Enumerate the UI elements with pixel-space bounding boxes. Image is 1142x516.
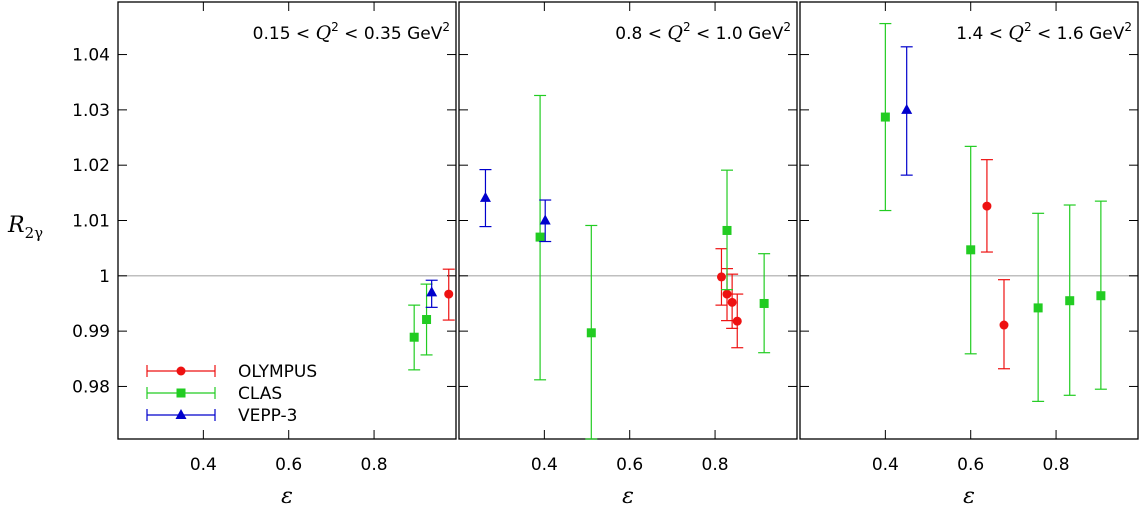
y-axis-title: R2γ xyxy=(7,213,43,242)
series-vepp-3 xyxy=(479,169,552,243)
series-olympus xyxy=(715,248,744,349)
x-tick-label: 0.4 xyxy=(531,455,558,475)
panel-label: 1.4 < Q2 < 1.6 GeV2 xyxy=(956,20,1132,44)
panels: 0.98 0.99 1 1.01 1.02 1.03 1.04 0.4 0.6 0.8 ε 0.15 … xyxy=(72,1,1139,509)
panel-label-label-var: Q xyxy=(316,22,332,44)
series-clas xyxy=(879,22,1107,402)
x-tick-label: 0.6 xyxy=(275,455,302,475)
y-tick-label: 1.04 xyxy=(72,46,110,66)
panel-label-label-mid: < 0.35 GeV xyxy=(339,24,443,44)
series-clas xyxy=(408,283,433,371)
panel-label-label-prefix: 1.4 < xyxy=(956,24,1008,44)
data-point xyxy=(732,316,742,326)
data-point xyxy=(966,245,976,255)
data-point xyxy=(426,286,438,297)
data-point xyxy=(759,298,769,308)
data-point xyxy=(1065,296,1075,306)
x-tick-label: 0.8 xyxy=(1043,455,1070,475)
panel-label-label-var: Q xyxy=(1008,22,1024,44)
panel-2: 0.4 0.6 0.8ε0.8 < Q2 < 1.0 GeV2 xyxy=(458,1,798,509)
y-tick-label: 1.01 xyxy=(72,212,110,232)
legend-label: VEPP-3 xyxy=(238,406,297,426)
data-point xyxy=(539,214,551,225)
series-olympus xyxy=(442,268,455,321)
legend-entry-vepp-3: VEPP-3 xyxy=(146,406,297,426)
panel-3: 0.4 0.6 0.8ε1.4 < Q2 < 1.6 GeV2 xyxy=(799,1,1139,509)
legend-marker xyxy=(176,366,186,376)
panel-label-label-sup: 2 xyxy=(683,20,691,34)
x-axis-title: ε xyxy=(281,484,293,509)
data-point xyxy=(722,289,732,299)
data-point xyxy=(479,191,491,202)
data-point xyxy=(422,315,432,325)
x-tick-label: 0.6 xyxy=(957,455,984,475)
panel-label-label-var: Q xyxy=(667,22,683,44)
y-tick-label: 0.99 xyxy=(72,322,110,342)
y-axis-title-main: R xyxy=(7,213,25,238)
panel-label-label-mid: < 1.6 GeV xyxy=(1032,24,1125,44)
data-point xyxy=(901,103,913,114)
y-axis-title-sub: 2γ xyxy=(25,224,44,242)
x-axis-title: ε xyxy=(963,484,975,509)
panel-frame xyxy=(458,1,798,440)
x-tick-label: 0.8 xyxy=(361,455,388,475)
legend-marker xyxy=(175,409,187,419)
series-vepp-3 xyxy=(425,279,438,308)
panel-label-label-sup: 2 xyxy=(331,20,339,34)
legend-marker xyxy=(176,388,186,398)
data-point xyxy=(535,232,545,242)
y-tick-label: 1.03 xyxy=(72,101,110,121)
data-point xyxy=(880,112,890,122)
panel-label-label-prefix: 0.15 < xyxy=(253,24,316,44)
data-point xyxy=(409,332,419,342)
x-axis-title: ε xyxy=(622,484,634,509)
panel-label-label-mid: < 1.0 GeV xyxy=(691,24,784,44)
series-clas xyxy=(534,94,771,440)
data-point xyxy=(444,289,454,299)
data-point xyxy=(1096,291,1106,301)
data-point xyxy=(999,320,1009,330)
series-olympus xyxy=(980,159,1010,370)
panel-label-label-prefix: 0.8 < xyxy=(615,24,667,44)
x-tick-label: 0.4 xyxy=(190,455,217,475)
legend-entry-olympus: OLYMPUS xyxy=(146,362,317,382)
data-point xyxy=(586,328,596,338)
y-tick-label: 1.02 xyxy=(72,156,110,176)
panel-label-label-sup2: 2 xyxy=(783,20,791,34)
panel-label-label-sup2: 2 xyxy=(1124,20,1132,34)
legend-entry-clas: CLAS xyxy=(146,384,282,404)
panel-label: 0.8 < Q2 < 1.0 GeV2 xyxy=(615,20,791,44)
x-tick-label: 0.6 xyxy=(616,455,643,475)
series-vepp-3 xyxy=(900,46,913,176)
data-point xyxy=(1033,303,1043,313)
panel-frame xyxy=(799,1,1139,440)
panel-label: 0.15 < Q2 < 0.35 GeV2 xyxy=(253,20,450,44)
data-point xyxy=(727,297,737,307)
data-point xyxy=(722,225,732,235)
y-tick-label: 0.98 xyxy=(72,377,110,397)
data-point xyxy=(982,201,992,211)
panel-label-label-sup2: 2 xyxy=(442,20,450,34)
legend-label: CLAS xyxy=(238,384,282,404)
x-tick-label: 0.8 xyxy=(702,455,729,475)
panel-label-label-sup: 2 xyxy=(1024,20,1032,34)
panel-1: 0.98 0.99 1 1.01 1.02 1.03 1.04 0.4 0.6 0.8 ε 0.15 … xyxy=(72,1,457,509)
x-tick-label: 0.4 xyxy=(872,455,899,475)
data-point xyxy=(716,272,726,282)
legend-label: OLYMPUS xyxy=(238,362,317,382)
y-tick-label: 1 xyxy=(99,267,110,287)
